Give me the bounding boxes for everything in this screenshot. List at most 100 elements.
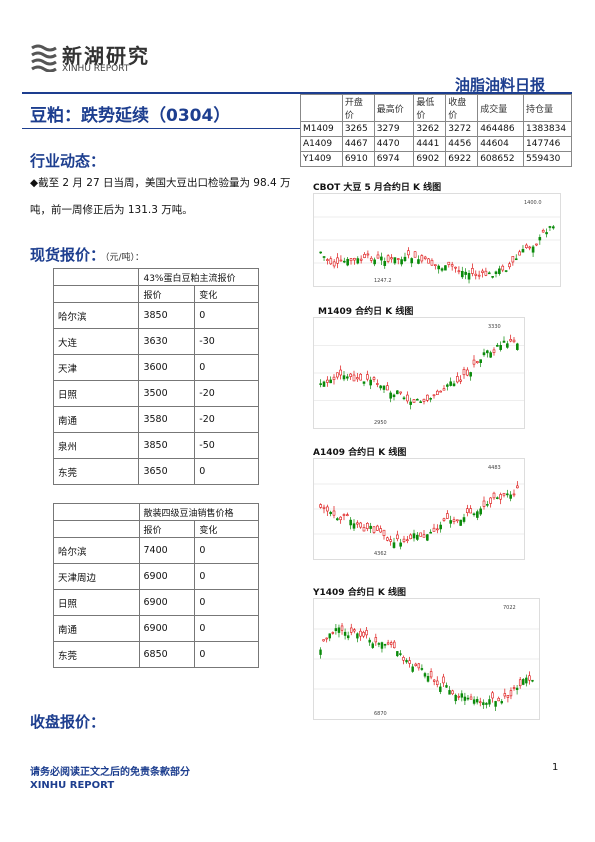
candle [515,687,519,691]
candle [449,520,452,524]
candle [325,637,328,640]
m1409-kline-chart: 3330 2950 [313,317,525,429]
candle [356,258,360,264]
candle [336,257,339,264]
column-header: 收盘价 [445,94,479,122]
table-cell-price: 6900 [138,589,196,616]
candle [479,508,482,515]
candle [452,383,456,387]
table-row: 大连 3630 -30 [52,328,259,355]
candle [371,643,374,648]
industry-text: ◆截至 2 月 27 日当周，美国大豆出口检验量为 98.4 万吨，前一周修正后… [30,177,291,216]
candle [476,511,479,518]
candle [426,676,430,682]
candle [462,369,466,376]
candle [479,701,482,704]
candle [386,537,389,541]
table-row: 东莞 3650 0 [52,458,259,485]
candle [409,534,412,540]
table-caption: 43%蛋白豆粕主流报价 [138,268,259,286]
candle [462,517,466,522]
candle [516,343,519,350]
candle [460,693,464,698]
candle [369,379,372,386]
candle [432,527,436,532]
candle [346,635,350,639]
table-cell-change: 0 [194,589,259,616]
candle [359,630,362,637]
table-cell-city: 南通 [53,615,140,642]
candle [474,273,478,276]
chart-low-label: 1247.2 [374,278,392,284]
candle [326,259,329,261]
candle [446,384,449,387]
candle [368,639,371,643]
chart-low-label: 4362 [374,551,387,557]
candle [450,264,454,267]
candle [352,523,356,529]
candle [444,265,447,271]
candle [466,369,469,376]
candle [369,257,373,261]
candle [439,686,442,692]
candle [502,492,506,496]
table-cell-city: 泉州 [52,432,140,459]
candle [506,343,509,348]
candle [466,697,470,700]
brand-name-cn: 新湖研究 [62,44,150,68]
column-header-price: 报价 [138,520,196,538]
candle [499,345,502,350]
candle [489,352,492,358]
candle [512,493,516,496]
candle [514,258,518,261]
candle [372,526,376,533]
candle [472,699,476,704]
candle [382,529,386,536]
candle [342,514,346,516]
candle [408,660,411,664]
candle [406,394,409,402]
candle [322,256,326,258]
candle [442,676,445,684]
candle [362,381,366,384]
table-cell: 4467 [341,136,375,152]
candle [380,642,384,649]
xinhu-logo-icon [31,44,57,72]
candle [339,369,342,376]
table-row: A1409 4467 4470 4441 4456 44604 147746 [300,136,572,152]
candle [469,372,472,377]
spot-heading: 现货报价：（元/吨）： [30,244,144,265]
candle [492,349,496,353]
candle [448,690,451,695]
candle [511,256,515,263]
candle [545,232,548,235]
candle [413,251,417,258]
candle [419,532,422,537]
table-cell [53,503,140,521]
candle [342,260,346,263]
candle [497,697,500,702]
candle [417,259,420,264]
candle [482,500,486,507]
page-number: 1 [552,762,559,773]
footer-brand: XINHU REPORT [30,780,115,791]
table-row: 东莞 6850 0 [53,641,259,668]
candle [464,271,467,275]
y1409-kline-chart: 7022 6870 [313,598,540,720]
spot-heading-label: 现货报价： [30,246,106,264]
candle [409,401,412,405]
candle [376,254,380,259]
chart-title-a1409: A1409 合约日 K 线图 [313,448,407,458]
table-cell: 4441 [413,136,447,152]
table-row: 天津 3600 0 [52,354,259,381]
spot-unit: （元/吨）： [105,253,145,263]
candle [396,258,400,260]
candle [454,694,457,702]
candle [322,506,326,509]
table-header-row: 报价 变化 [52,285,259,303]
candle [407,250,410,256]
candle [422,534,426,538]
candle [452,519,456,522]
candle [396,651,399,657]
candle [337,627,341,633]
